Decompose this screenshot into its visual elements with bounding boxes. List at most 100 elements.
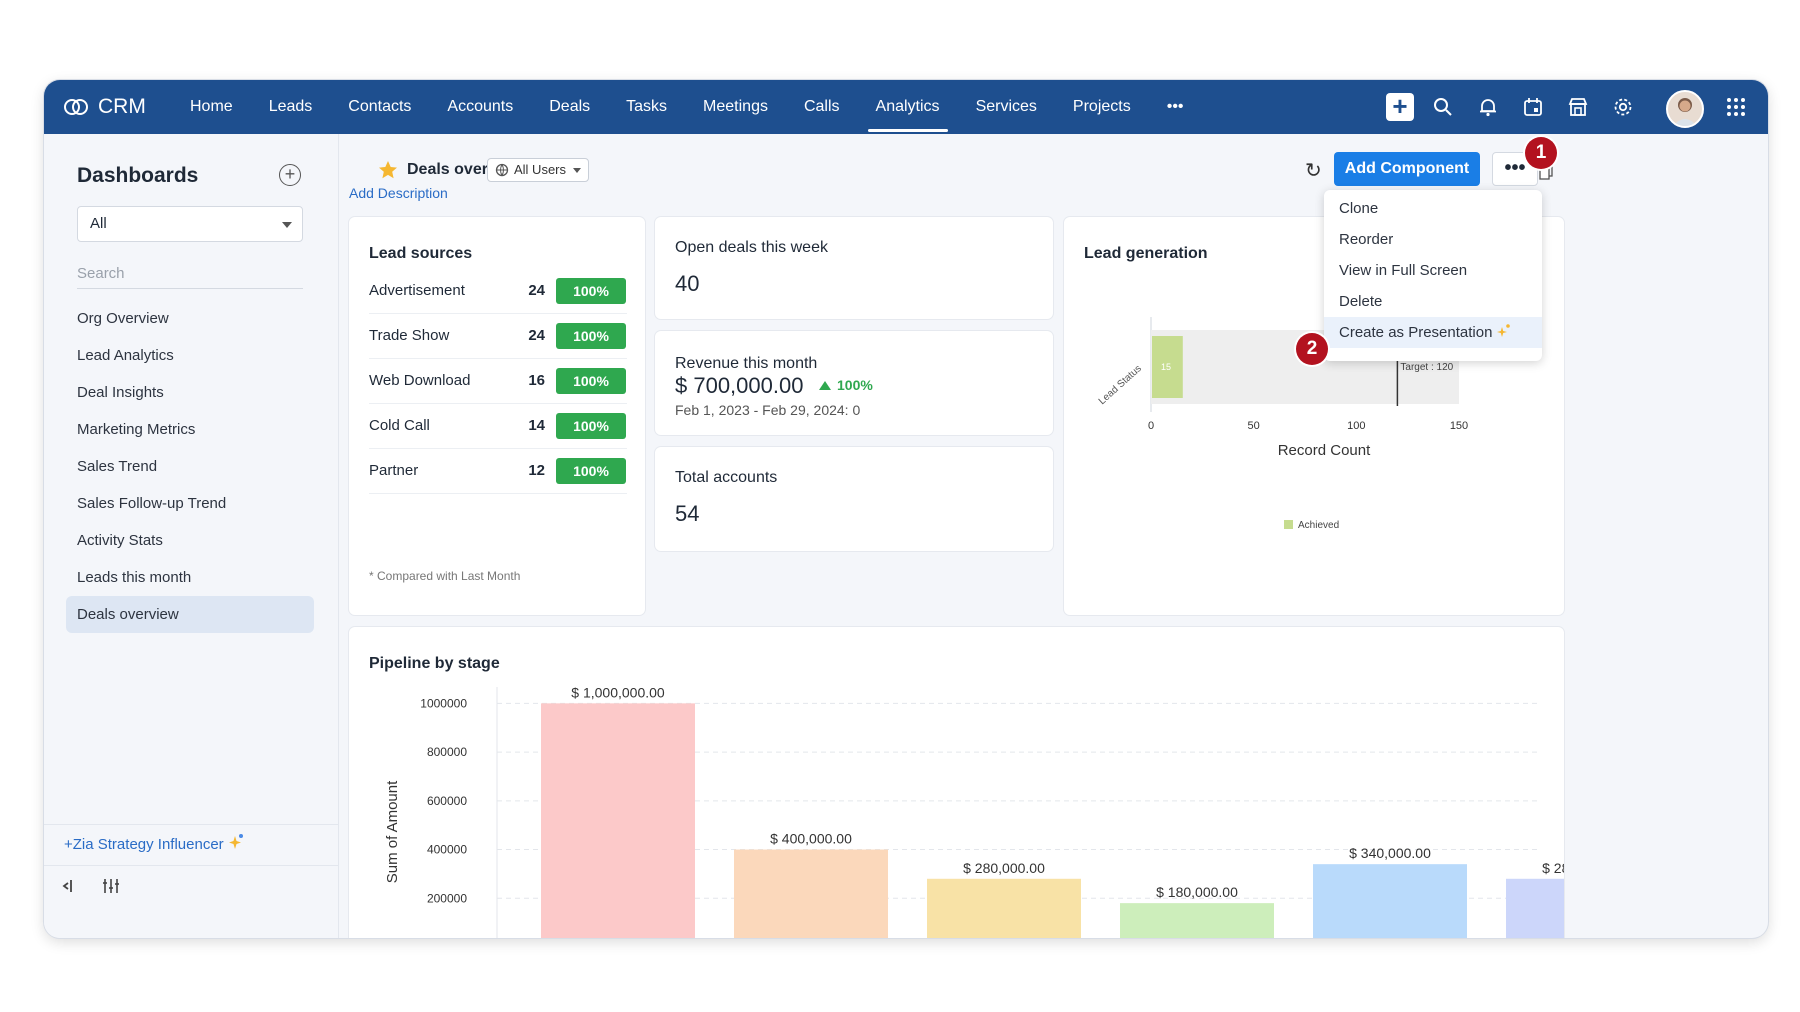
menu-item-label: Clone [1339, 200, 1379, 217]
customize-sliders-icon[interactable] [102, 877, 120, 895]
nav-item-tasks[interactable]: Tasks [626, 98, 668, 115]
bell-icon[interactable] [1476, 95, 1500, 119]
lead-generation-title: Lead generation [1084, 245, 1208, 262]
pipeline-bar-value-label: $ 1,000,000.00 [571, 684, 665, 700]
total-accounts-label: Total accounts [675, 469, 778, 486]
open-deals-card[interactable]: Open deals this week 40 [655, 217, 1053, 319]
brand[interactable]: CRM [62, 80, 146, 134]
pipeline-card: Pipeline by stage 1000000 800000 600000 400… [349, 627, 1564, 938]
nav-item-projects[interactable]: Projects [1072, 98, 1131, 115]
y-tick-label: 800000 [427, 745, 467, 759]
sidebar-item-activity-stats[interactable]: Activity Stats [77, 532, 163, 549]
pipeline-bar[interactable] [541, 703, 695, 938]
sidebar-item-deals-overview[interactable]: Deals overview [66, 596, 314, 633]
nav-item-contacts[interactable]: Contacts [348, 98, 412, 115]
sidebar-item-org-overview[interactable]: Org Overview [77, 310, 169, 327]
menu-item-view-in-full-screen[interactable]: View in Full Screen [1324, 255, 1542, 286]
lead-sources-note: * Compared with Last Month [369, 569, 521, 583]
total-accounts-card[interactable]: Total accounts 54 [655, 447, 1053, 551]
dashboards-sidebar: Dashboards + All Org Overview Lead Analyt… [44, 134, 339, 938]
sidebar-footer [44, 865, 338, 905]
globe-icon [495, 163, 509, 177]
revenue-card[interactable]: Revenue this month $ 700,000.00 100% Feb… [655, 331, 1053, 435]
pipeline-bar[interactable] [734, 849, 888, 938]
sidebar-item-leads-this-month[interactable]: Leads this month [77, 569, 192, 586]
pipeline-bar[interactable] [927, 878, 1081, 938]
marketplace-icon[interactable] [1566, 95, 1590, 119]
lead-sources-title: Lead sources [369, 245, 473, 262]
nav-item-leads[interactable]: Leads [268, 98, 313, 115]
y-axis-title: Sum of Amount [384, 780, 401, 883]
sidebar-item-sales-trend[interactable]: Sales Trend [77, 458, 158, 475]
legend-label[interactable]: Achieved [1298, 520, 1339, 531]
dashboard-filter-value: All [90, 215, 107, 232]
zia-strategy-influencer-link[interactable]: +Zia Strategy Influencer [44, 824, 338, 866]
open-deals-value: 40 [675, 271, 700, 296]
sidebar-item-deal-insights[interactable]: Deal Insights [77, 384, 164, 401]
pipeline-bar-value-label: $ 180,000.00 [1156, 884, 1238, 900]
lead-source-row[interactable]: Advertisement 24 100% [369, 268, 627, 314]
lead-source-row[interactable]: Cold Call 14 100% [369, 403, 627, 449]
menu-item-create-as-presentation[interactable]: Create as Presentation [1324, 317, 1542, 348]
menu-item-reorder[interactable]: Reorder [1324, 224, 1542, 255]
more-options-menu: Clone Reorder View in Full Screen Delete Cre… [1324, 190, 1542, 361]
y-tick-label: 600000 [427, 794, 467, 808]
pipeline-bar[interactable] [1506, 878, 1564, 938]
add-description-link[interactable]: Add Description [349, 185, 448, 201]
lead-source-percent-badge: 100% [556, 278, 626, 304]
nav-item-home[interactable]: Home [190, 98, 233, 115]
x-axis-title: Record Count [1278, 442, 1371, 459]
pipeline-chart: 1000000 800000 600000 400000 200000 Sum of Am… [384, 684, 1564, 938]
achieved-bar-label: 15 [1161, 362, 1171, 372]
revenue-change-value: 100% [837, 377, 873, 393]
pipeline-bar-value-label: $ 400,000.00 [770, 831, 852, 847]
sidebar-item-marketing-metrics[interactable]: Marketing Metrics [77, 421, 196, 438]
nav-item-services[interactable]: Services [975, 98, 1037, 115]
lead-source-row[interactable]: Trade Show 24 100% [369, 313, 627, 359]
lead-source-percent-badge: 100% [556, 368, 626, 394]
app-grid-icon[interactable] [1724, 95, 1748, 119]
nav-item-meetings[interactable]: Meetings [703, 98, 768, 115]
lead-source-name: Cold Call [369, 417, 430, 434]
sparkle-icon [1497, 324, 1511, 337]
y-tick-label: 200000 [427, 891, 467, 905]
x-tick-label: 0 [1148, 420, 1154, 432]
pipeline-bar-value-label: $ 280,000.00 [1542, 860, 1564, 876]
menu-item-delete[interactable]: Delete [1324, 286, 1542, 317]
x-tick-label: 100 [1347, 420, 1365, 432]
users-filter-dropdown[interactable]: All Users [487, 158, 590, 182]
main-nav: Home Leads Contacts Accounts Deals Tasks Meeti… [172, 80, 1202, 134]
top-navigation-bar: CRM Home Leads Contacts Accounts Deals Tasks M… [44, 80, 1768, 134]
sidebar-item-lead-analytics[interactable]: Lead Analytics [77, 347, 174, 364]
gear-icon[interactable] [1611, 95, 1635, 119]
refresh-icon[interactable]: ↻ [1305, 160, 1322, 182]
lead-source-name: Trade Show [369, 327, 450, 344]
pipeline-bar[interactable] [1313, 864, 1467, 938]
calendar-icon[interactable] [1521, 95, 1545, 119]
dashboard-main: Deals overview All Users Add Description… [339, 134, 1768, 938]
add-dashboard-icon[interactable]: + [279, 164, 301, 186]
add-component-button[interactable]: Add Component [1334, 152, 1480, 186]
nav-item-analytics[interactable]: Analytics [858, 80, 958, 134]
lead-source-row[interactable]: Web Download 16 100% [369, 358, 627, 404]
favorite-star-icon[interactable] [377, 159, 399, 181]
nav-item-deals[interactable]: Deals [549, 98, 591, 115]
menu-item-clone[interactable]: Clone [1324, 193, 1542, 224]
nav-more-icon[interactable]: ••• [1166, 98, 1184, 115]
quick-create-icon[interactable]: + [1386, 93, 1414, 121]
search-icon[interactable] [1431, 95, 1455, 119]
step-badge-2: 2 [1296, 333, 1328, 365]
lead-source-row[interactable]: Partner 12 100% [369, 448, 627, 494]
collapse-sidebar-icon[interactable] [60, 877, 78, 895]
nav-item-calls[interactable]: Calls [803, 98, 840, 115]
lead-source-percent-badge: 100% [556, 413, 626, 439]
dashboard-filter-select[interactable]: All [77, 206, 303, 242]
pipeline-bar[interactable] [1120, 903, 1274, 938]
open-deals-label: Open deals this week [675, 239, 828, 256]
user-avatar[interactable] [1666, 90, 1704, 128]
dashboard-search-input[interactable] [77, 258, 303, 289]
sidebar-item-sales-follow-up-trend[interactable]: Sales Follow-up Trend [77, 495, 227, 512]
nav-item-accounts[interactable]: Accounts [447, 98, 514, 115]
achieved-bar[interactable] [1152, 336, 1183, 398]
target-label: Target : 120 [1400, 362, 1453, 373]
